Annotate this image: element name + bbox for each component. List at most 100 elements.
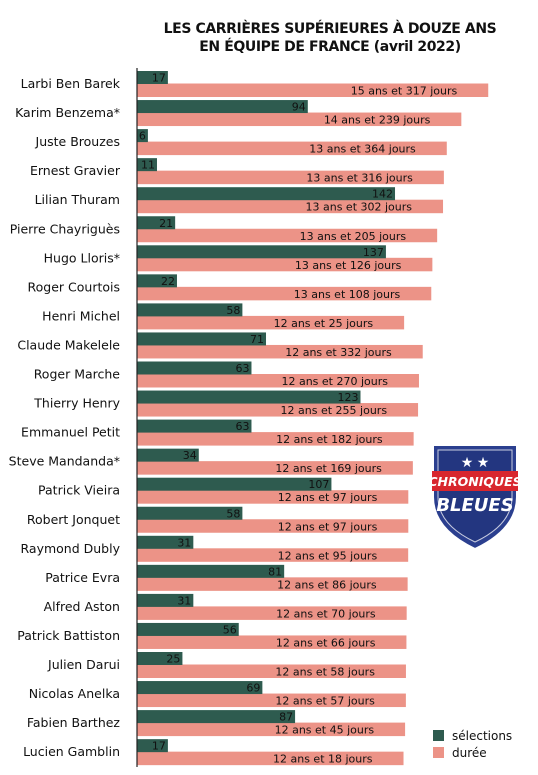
data-label-duree: 12 ans et 18 jours bbox=[273, 753, 373, 766]
data-label-duree: 12 ans et 70 jours bbox=[276, 607, 376, 620]
data-label-selections: 58 bbox=[226, 304, 240, 317]
bar-selections bbox=[137, 216, 176, 230]
bar-duree bbox=[137, 577, 408, 591]
bar-duree bbox=[137, 286, 432, 301]
bar-duree bbox=[137, 403, 419, 417]
bar-selections bbox=[137, 245, 386, 259]
star-icon-right: ★ bbox=[477, 455, 490, 471]
category-label: Julien Darui bbox=[47, 657, 120, 672]
chart-title-line2: EN ÉQUIPE DE FRANCE (avril 2022) bbox=[199, 39, 461, 55]
data-label-selections: 142 bbox=[372, 188, 393, 201]
bar-selections bbox=[137, 593, 194, 607]
data-label-selections: 31 bbox=[177, 536, 191, 549]
bar-duree bbox=[137, 83, 489, 97]
data-label-selections: 11 bbox=[141, 159, 155, 172]
bar-selections bbox=[137, 622, 239, 636]
bar-duree bbox=[137, 315, 405, 330]
data-label-duree: 12 ans et 182 jours bbox=[276, 433, 383, 446]
data-label-selections: 21 bbox=[159, 217, 173, 230]
data-label-selections: 137 bbox=[363, 246, 384, 259]
data-label-duree: 12 ans et 58 jours bbox=[275, 666, 375, 679]
bar-selections bbox=[137, 158, 157, 172]
category-label: Roger Courtois bbox=[28, 279, 120, 294]
bar-selections bbox=[137, 129, 148, 143]
category-label: Robert Jonquet bbox=[27, 512, 120, 527]
category-label: Patrice Evra bbox=[45, 570, 120, 585]
bar-duree bbox=[137, 112, 462, 127]
data-label-selections: 56 bbox=[223, 623, 237, 636]
data-label-duree: 14 ans et 239 jours bbox=[324, 114, 431, 127]
bar-duree bbox=[137, 693, 406, 708]
bar-duree bbox=[137, 548, 409, 562]
category-label: Ernest Gravier bbox=[30, 163, 121, 178]
bar-duree bbox=[137, 490, 409, 504]
badge-line1: CHRONIQUES bbox=[430, 474, 520, 489]
bar-selections bbox=[137, 419, 252, 433]
data-label-selections: 31 bbox=[177, 594, 191, 607]
bar-selections bbox=[137, 652, 183, 665]
badge-line2: BLEUES bbox=[436, 495, 513, 516]
data-label-selections: 81 bbox=[268, 565, 282, 578]
bar-duree bbox=[137, 344, 423, 359]
category-label: Raymond Dubly bbox=[21, 541, 121, 556]
category-label: Patrick Battiston bbox=[17, 628, 120, 643]
category-label: Pierre Chayriguès bbox=[10, 221, 120, 236]
data-label-duree: 13 ans et 364 jours bbox=[309, 143, 416, 156]
data-label-duree: 12 ans et 270 jours bbox=[281, 375, 388, 388]
data-label-duree: 13 ans et 205 jours bbox=[300, 230, 407, 243]
data-label-duree: 15 ans et 317 jours bbox=[351, 85, 458, 98]
data-label-duree: 12 ans et 255 jours bbox=[281, 404, 388, 417]
bar-selections bbox=[137, 332, 267, 346]
bar-selections bbox=[137, 681, 263, 695]
bar-selections bbox=[137, 710, 296, 724]
star-icon-left: ★ bbox=[461, 455, 474, 471]
chart-title-line1: LES CARRIÈRES SUPÉRIEURES À DOUZE ANS bbox=[163, 21, 497, 37]
category-label: Claude Makelele bbox=[17, 337, 120, 352]
category-label: Lilian Thuram bbox=[35, 192, 120, 207]
bar-selections bbox=[137, 477, 332, 491]
data-label-selections: 63 bbox=[235, 362, 249, 375]
data-label-selections: 87 bbox=[279, 711, 293, 724]
category-label: Karim Benzema* bbox=[15, 105, 120, 120]
data-label-selections: 34 bbox=[183, 449, 197, 462]
category-label: Juste Brouzes bbox=[35, 134, 120, 149]
data-label-duree: 13 ans et 108 jours bbox=[294, 288, 401, 301]
category-label: Lucien Gamblin bbox=[23, 744, 120, 759]
data-label-selections: 71 bbox=[250, 333, 264, 346]
data-label-selections: 22 bbox=[161, 275, 175, 288]
data-label-duree: 12 ans et 25 jours bbox=[274, 317, 374, 330]
bar-duree bbox=[137, 461, 413, 475]
data-label-selections: 17 bbox=[152, 72, 166, 85]
data-label-selections: 63 bbox=[235, 420, 249, 433]
bar-duree bbox=[137, 170, 444, 185]
bar-selections bbox=[137, 274, 177, 288]
data-label-selections: 58 bbox=[226, 507, 240, 520]
bar-duree bbox=[137, 519, 409, 533]
category-label: Alfred Aston bbox=[44, 599, 120, 614]
category-label: Steve Mandanda* bbox=[9, 454, 120, 469]
data-label-duree: 12 ans et 95 jours bbox=[278, 549, 378, 562]
legend-label-duree: durée bbox=[452, 745, 487, 760]
bar-selections bbox=[137, 448, 199, 462]
chroniques-bleues-logo: ★ ★ CHRONIQUES BLEUES bbox=[430, 444, 520, 551]
category-label: Emmanuel Petit bbox=[21, 425, 120, 440]
legend-item-selections: sélections bbox=[433, 727, 512, 744]
legend-swatch-selections bbox=[433, 730, 444, 741]
data-label-selections: 94 bbox=[292, 101, 306, 114]
category-label: Roger Marche bbox=[34, 367, 121, 382]
badge-band bbox=[432, 471, 518, 491]
bar-duree bbox=[137, 141, 447, 156]
data-label-duree: 12 ans et 57 jours bbox=[275, 695, 375, 708]
data-label-duree: 13 ans et 126 jours bbox=[295, 259, 402, 272]
bar-selections bbox=[137, 71, 168, 84]
bar-selections bbox=[137, 390, 361, 404]
bar-duree bbox=[137, 751, 404, 766]
category-label: Larbi Ben Barek bbox=[21, 76, 121, 91]
bar-duree bbox=[137, 228, 438, 243]
data-label-duree: 13 ans et 316 jours bbox=[306, 172, 413, 185]
data-label-duree: 12 ans et 332 jours bbox=[285, 346, 392, 359]
category-label: Henri Michel bbox=[42, 308, 120, 323]
category-label: Hugo Lloris* bbox=[44, 250, 120, 265]
legend-label-selections: sélections bbox=[452, 728, 513, 743]
data-label-selections: 107 bbox=[308, 478, 329, 491]
